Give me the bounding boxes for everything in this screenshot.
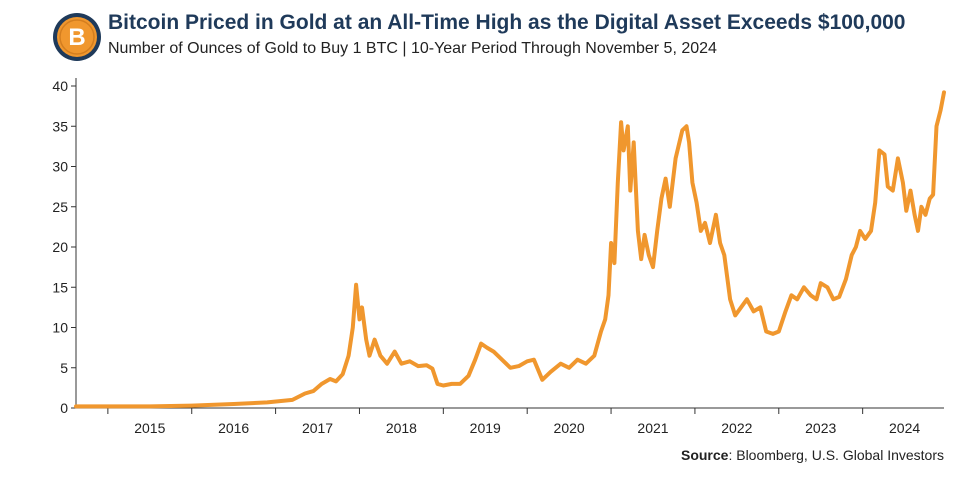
x-tick-label: 2016 [218,420,249,436]
y-tick-label: 30 [52,159,68,175]
chart-subtitle: Number of Ounces of Gold to Buy 1 BTC | … [108,40,717,57]
y-tick-label: 35 [52,118,68,134]
x-tick-label: 2023 [805,420,836,436]
y-tick-label: 5 [60,360,68,376]
x-tick-label: 2017 [302,420,333,436]
coin-letter: B [68,24,85,51]
y-tick-label: 25 [52,199,68,215]
x-tick-label: 2021 [637,420,668,436]
source-label: Source [680,447,729,463]
y-axis: 0 5 10 15 20 25 30 35 40 [52,78,77,416]
y-tick-label: 40 [52,78,68,94]
x-tick-label: 2022 [721,420,752,436]
x-tick-label: 2015 [134,420,165,436]
x-tick-label: 2018 [386,420,417,436]
source-text: : Bloomberg, U.S. Global Investors [728,447,944,463]
x-tick-label: 2019 [470,420,501,436]
y-tick-label: 0 [60,400,68,416]
y-tick-label: 10 [52,320,68,336]
y-tick-label: 20 [52,239,68,255]
x-axis: 2015 2016 2017 2018 2019 2020 2021 2022 2023 2024 [76,407,944,436]
x-tick-label: 2024 [889,420,920,436]
x-tick-label: 2020 [554,420,585,436]
bitcoin-coin-icon: B [53,13,101,61]
source-note: Source: Bloomberg, U.S. Global Investors [681,447,944,463]
y-tick-label: 15 [52,279,68,295]
chart-title: Bitcoin Priced in Gold at an All-Time Hi… [108,11,906,34]
series-line-btc-in-gold [74,90,946,409]
